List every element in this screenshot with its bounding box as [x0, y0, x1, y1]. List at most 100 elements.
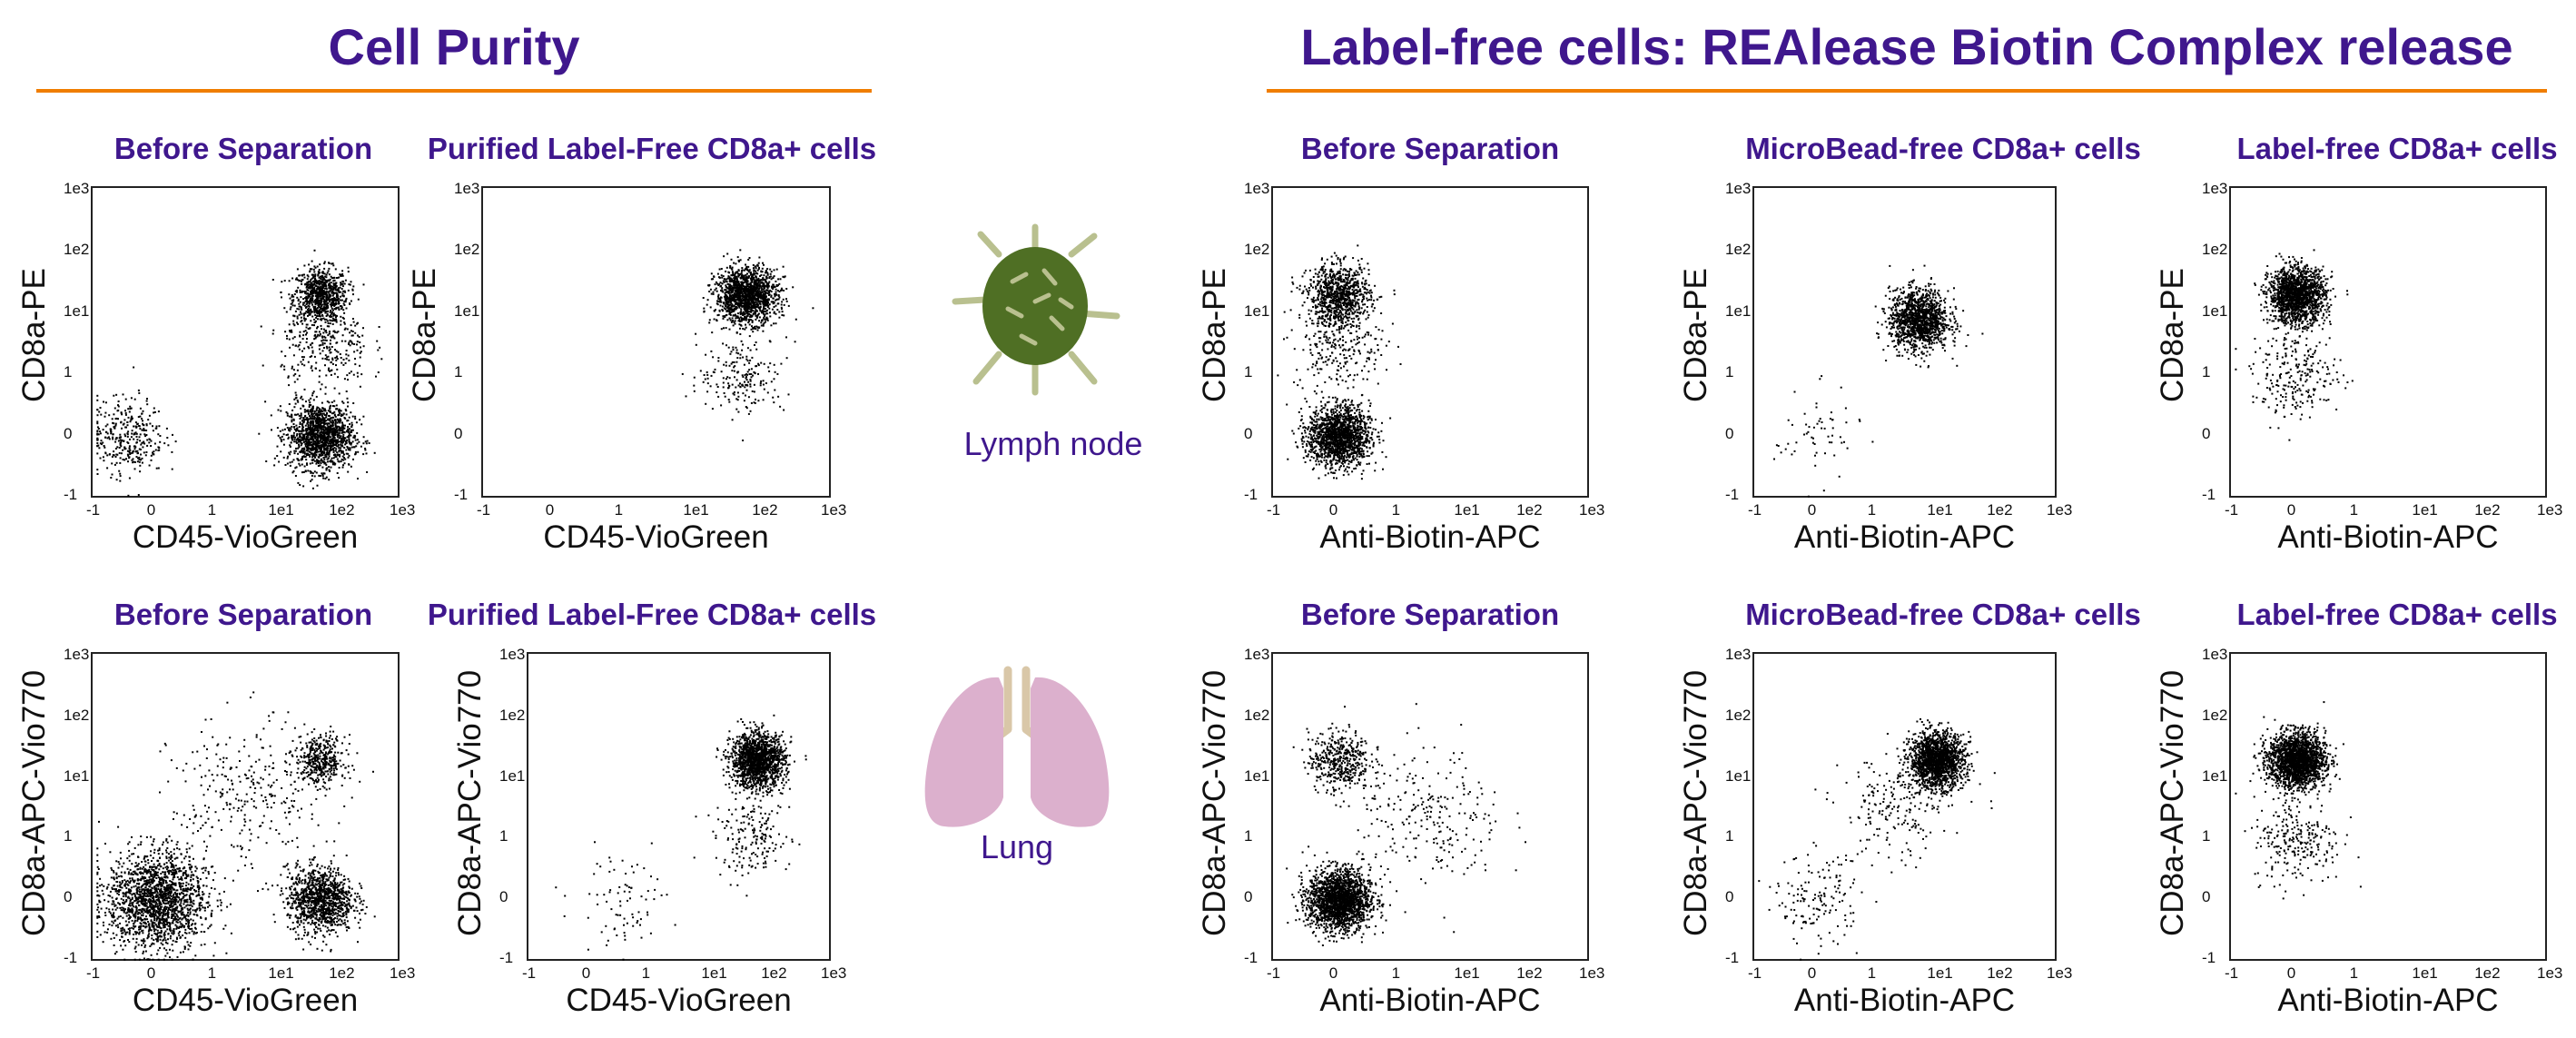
event-dot	[742, 328, 745, 330]
event-dot	[307, 446, 310, 449]
event-dot	[722, 291, 725, 293]
event-dot	[763, 388, 765, 390]
event-dot	[745, 267, 748, 270]
event-dot	[332, 280, 335, 282]
event-dot	[1370, 305, 1373, 308]
event-dot	[747, 271, 750, 273]
event-dot	[723, 302, 725, 304]
event-dot	[153, 442, 156, 445]
event-dot	[341, 426, 344, 429]
event-dot	[311, 439, 314, 441]
event-dot	[320, 425, 322, 427]
event-dot	[262, 364, 264, 367]
event-dot	[325, 463, 328, 466]
event-dot	[331, 303, 333, 306]
event-dot	[315, 289, 318, 292]
event-dot	[327, 422, 330, 425]
event-dot	[279, 436, 281, 439]
event-dot	[1304, 285, 1306, 288]
event-dot	[304, 330, 307, 332]
event-dot	[744, 328, 746, 331]
event-dot	[768, 293, 771, 296]
event-dot	[1328, 318, 1331, 321]
event-dot	[735, 317, 737, 320]
event-dot	[756, 269, 759, 272]
event-dot	[765, 382, 767, 384]
event-dot	[323, 417, 326, 420]
event-dot	[341, 429, 344, 430]
event-dot	[306, 463, 309, 466]
event-dot	[764, 310, 766, 312]
event-dot	[741, 318, 743, 321]
event-dot	[728, 307, 731, 310]
event-dot	[307, 452, 309, 455]
event-dot	[735, 379, 738, 381]
event-dot	[301, 449, 303, 451]
event-dot	[745, 305, 748, 308]
event-dot	[717, 295, 719, 298]
event-dot	[739, 313, 742, 316]
event-dot	[333, 297, 336, 300]
event-dot	[731, 268, 734, 271]
event-dot	[299, 423, 301, 425]
event-dot	[318, 331, 321, 333]
event-dot	[766, 391, 769, 394]
event-dot	[732, 272, 735, 274]
event-dot	[291, 460, 293, 463]
event-dot	[326, 435, 329, 438]
event-dot	[1337, 285, 1339, 288]
event-dot	[295, 429, 298, 431]
event-dot	[325, 291, 328, 293]
event-dot	[302, 470, 305, 473]
event-dot	[357, 334, 359, 337]
event-dot	[325, 298, 328, 301]
event-dot	[726, 277, 729, 280]
event-dot	[332, 457, 335, 460]
event-dot	[744, 310, 746, 312]
event-dot	[315, 331, 318, 333]
event-dot	[141, 429, 143, 431]
event-dot	[304, 312, 307, 315]
event-dot	[747, 291, 750, 293]
event-dot	[307, 281, 310, 282]
event-dot	[119, 444, 122, 446]
event-dot	[293, 438, 296, 440]
event-dot	[318, 375, 321, 378]
event-dot	[311, 407, 314, 410]
event-dot	[307, 444, 310, 446]
event-dot	[741, 300, 744, 302]
event-dot	[314, 337, 317, 340]
event-dot	[1339, 264, 1342, 267]
event-dot	[322, 285, 325, 288]
event-dot	[331, 432, 333, 435]
event-dot	[322, 477, 325, 479]
event-dot	[734, 275, 736, 278]
event-dot	[289, 427, 291, 430]
event-dot	[720, 268, 723, 270]
event-dot	[331, 294, 334, 297]
event-dot	[331, 357, 334, 360]
event-dot	[293, 440, 296, 443]
event-dot	[780, 289, 782, 292]
event-dot	[332, 277, 335, 280]
event-dot	[287, 455, 289, 458]
event-dot	[745, 407, 748, 410]
event-dot	[751, 356, 754, 359]
event-dot	[748, 320, 750, 322]
event-dot	[127, 454, 130, 457]
event-dot	[740, 283, 743, 286]
event-dot	[276, 455, 279, 457]
event-dot	[328, 297, 331, 300]
event-dot	[318, 426, 321, 429]
event-dot	[130, 419, 133, 421]
event-dot	[335, 364, 337, 367]
event-dot	[1348, 271, 1351, 273]
event-dot	[320, 420, 322, 423]
event-dot	[317, 435, 320, 437]
event-dot	[136, 460, 139, 463]
event-dot	[746, 371, 749, 373]
event-dot	[772, 276, 775, 279]
event-dot	[734, 277, 736, 280]
event-dot	[282, 433, 285, 436]
event-dot	[109, 428, 112, 430]
